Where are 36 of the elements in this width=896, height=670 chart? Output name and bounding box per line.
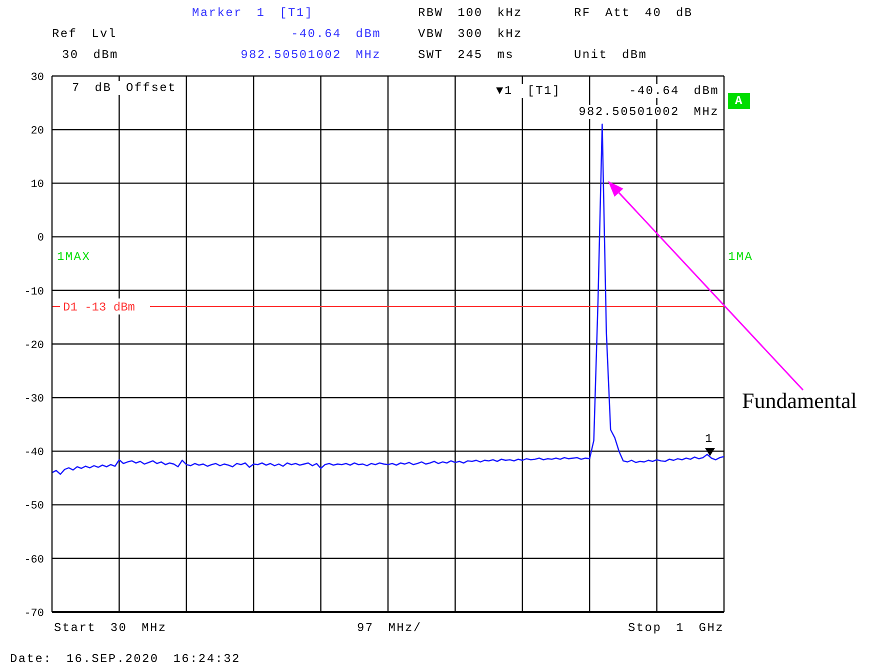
y-tick-label: -40 [24,447,44,460]
text: Fundamental [742,388,857,414]
y-tick-label: -10 [24,286,44,298]
y-tick-label: -30 [24,394,44,406]
text: SWT 245 ms [418,48,514,62]
text: RF Att 40 dB [574,6,693,20]
y-tick-label: -50 [24,500,44,513]
annotation: 1MAX [57,250,91,264]
text: VBW 300 kHz [418,27,522,41]
y-tick-label: 10 [30,179,44,192]
text: RBW 100 kHz [418,6,522,20]
line-series [52,124,724,475]
text: 982.50501002 MHz [240,48,381,62]
text: 97 MHz/ [357,621,422,635]
ref-line-label: D1 -13 dBm [63,300,136,314]
y-tick-label: 30 [30,72,44,84]
y-tick-label: -60 [24,554,44,566]
text: 30 dBm [62,48,118,62]
text: Stop 1 GHz [628,621,724,635]
annotation: 982.50501002 MHz [576,105,721,119]
y-tick-label: -20 [24,340,44,352]
y-tick-label: 0 [37,232,44,245]
text: Marker 1 [T1] [192,6,314,20]
annotation: 1 [705,432,714,446]
text: Date: 16.SEP.2020 16:24:32 [10,652,240,666]
text: Unit dBm [574,48,648,62]
text: 1MA [728,250,754,264]
annotation: -40.64 dBm [626,84,721,98]
annotation: 7 dB Offset [70,81,178,95]
text: Ref Lvl [52,27,117,41]
text: Start 30 MHz [54,621,167,635]
y-tick-label: 20 [30,126,44,138]
text: A [728,93,750,109]
text: -40.64 dBm [290,27,381,41]
y-tick-label: -70 [24,608,44,620]
annotation: ▼1 [T1] [494,84,563,98]
